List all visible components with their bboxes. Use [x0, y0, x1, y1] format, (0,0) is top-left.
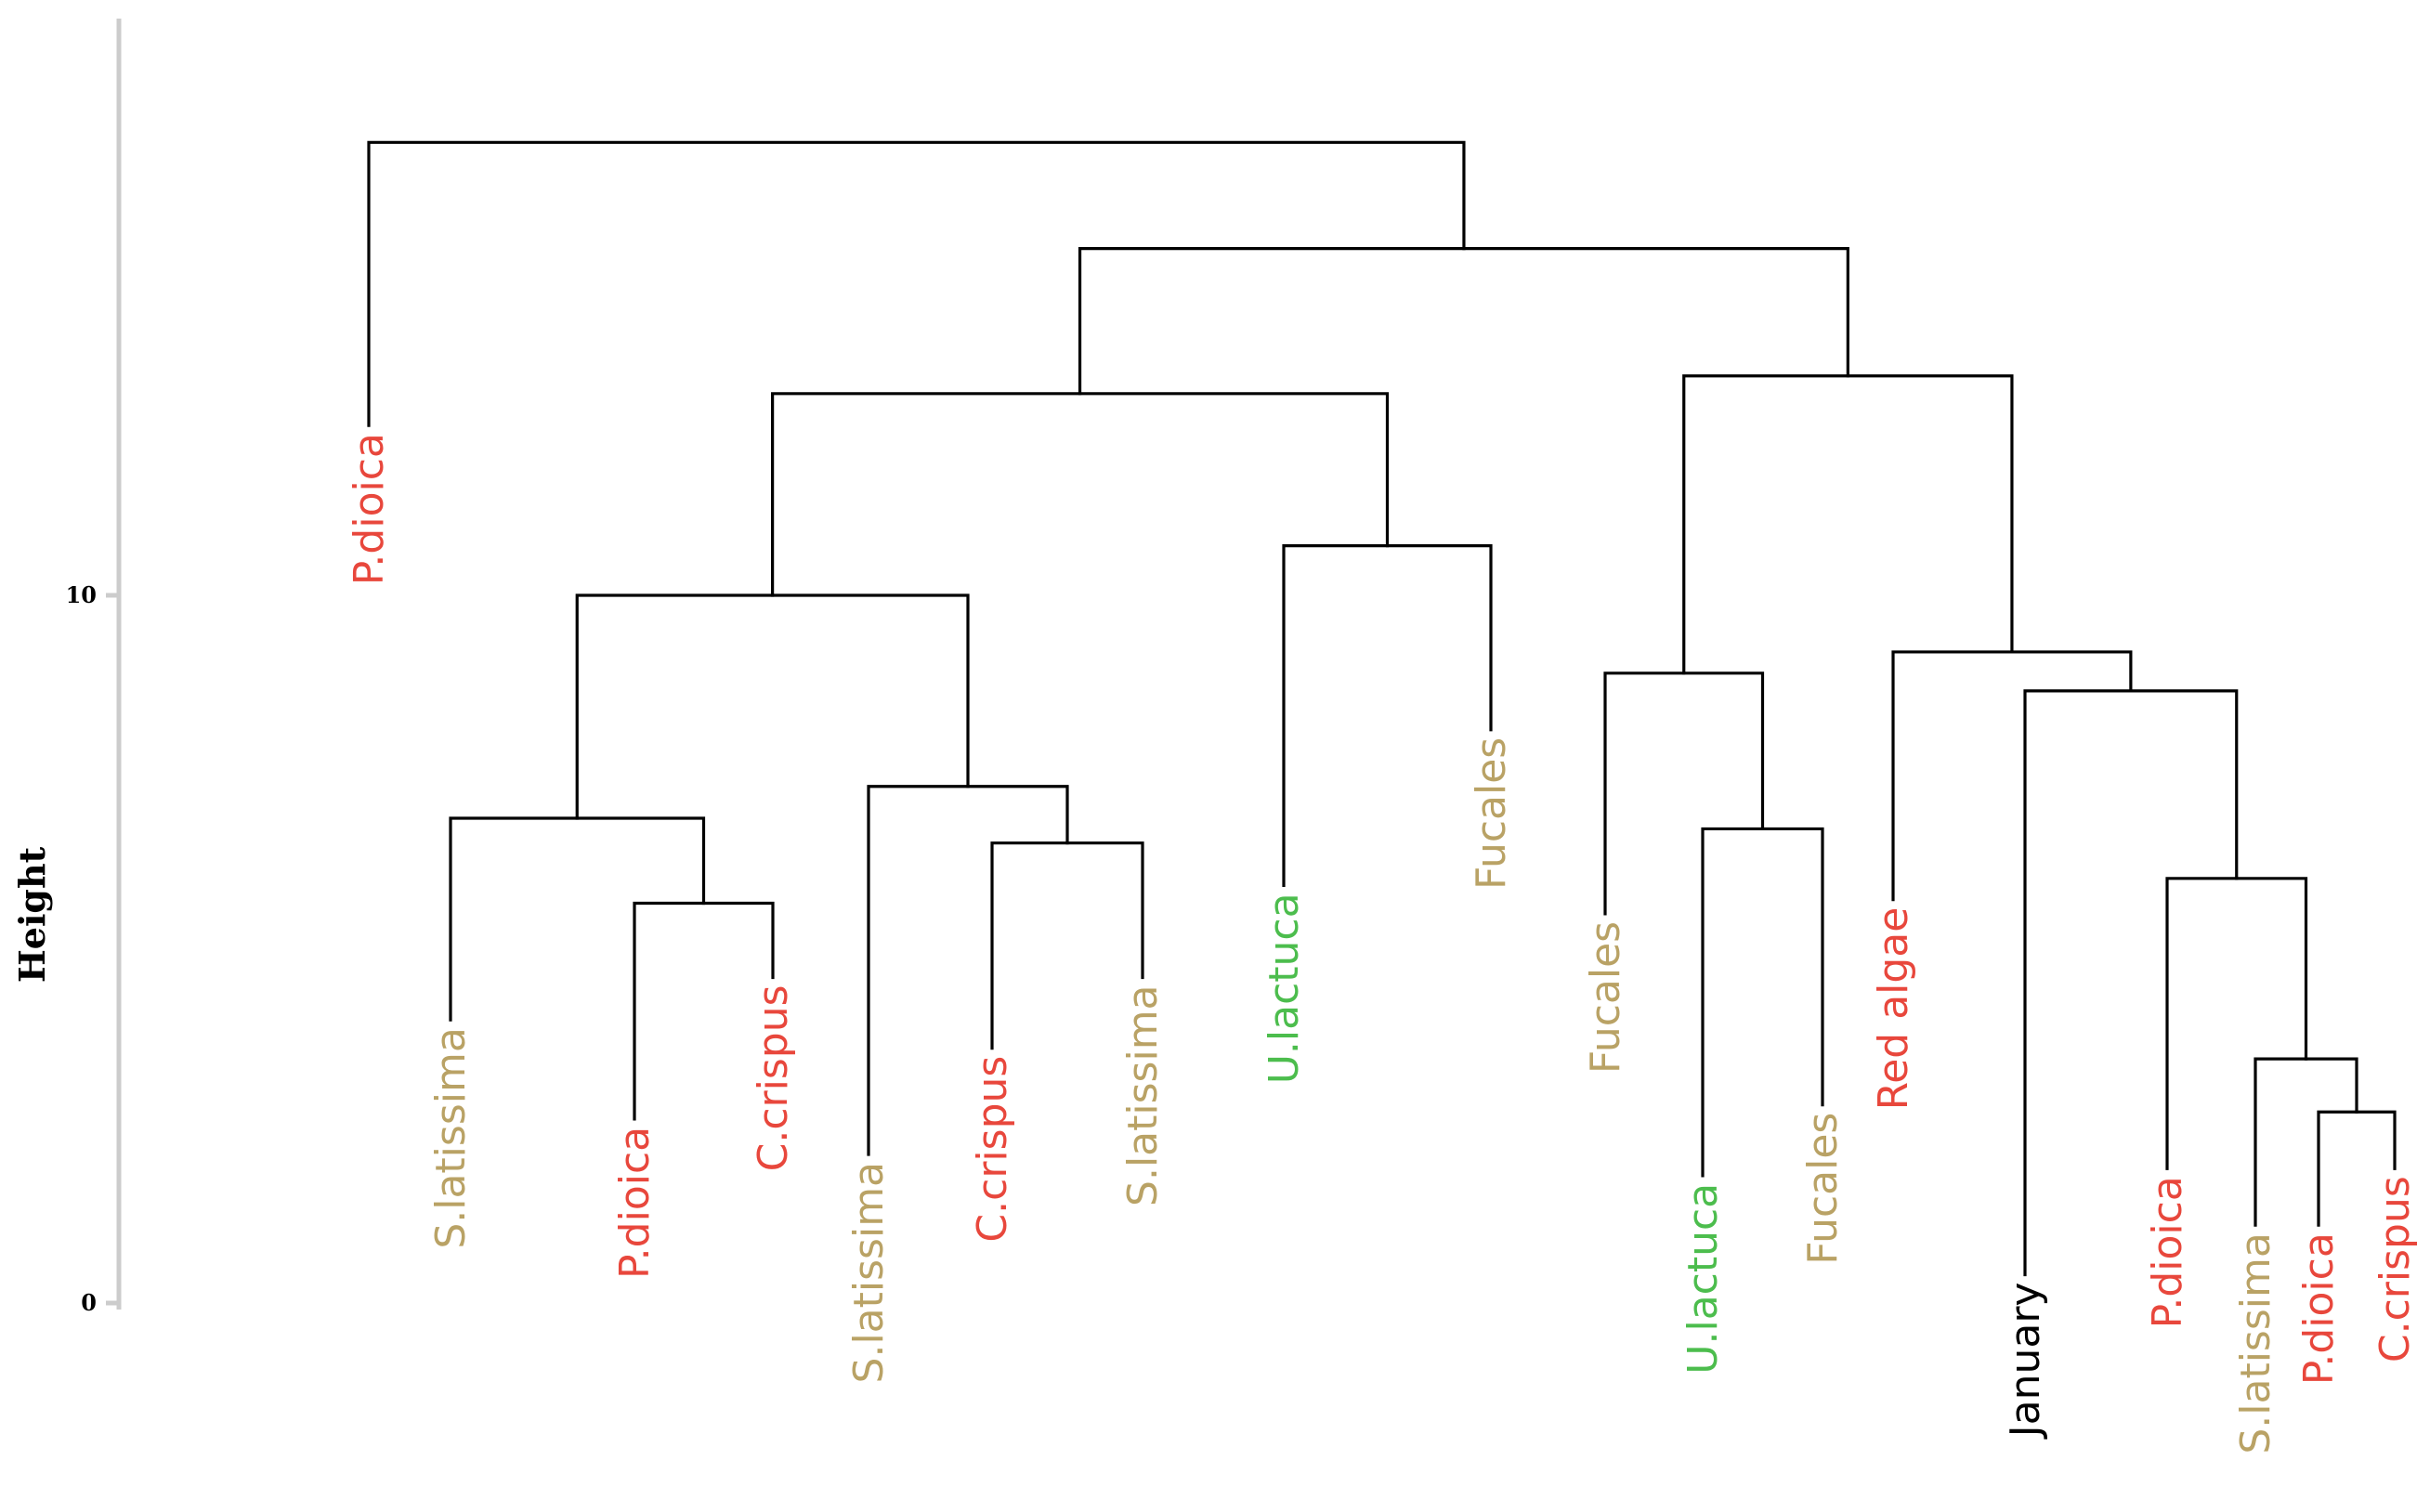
leaf-label: Fucales	[1582, 921, 1629, 1074]
leaf-label: P.dioica	[2144, 1176, 2191, 1328]
leaf-label: S.latissima	[1119, 984, 1167, 1206]
dendrogram-branch	[2023, 689, 2239, 1277]
dendrogram-branch	[771, 392, 1390, 597]
leaf-label: C.crispus	[2371, 1176, 2419, 1362]
leaf-label: C.crispus	[750, 984, 797, 1171]
leaf-label: Fucales	[1799, 1113, 1847, 1265]
dendrogram-branch	[2254, 1057, 2358, 1227]
y-tick-label: 10	[66, 581, 97, 608]
y-axis-title: Height	[11, 846, 53, 983]
leaf-label: January	[2002, 1283, 2049, 1440]
leaf-label: Fucales	[1468, 737, 1515, 890]
dendrogram-branches	[367, 140, 2397, 1277]
leaf-label: S.latissima	[427, 1027, 475, 1248]
dendrogram-branch	[575, 593, 970, 820]
y-axis-ticks: 0 10	[66, 581, 119, 1316]
leaf-label: S.latissima	[2232, 1232, 2280, 1453]
dendrogram-branch	[1891, 650, 2133, 902]
dendrogram-branch	[367, 140, 1466, 427]
dendrogram-branch	[1078, 247, 1849, 396]
dendrogram-branch	[1603, 671, 1765, 916]
leaf-label: P.dioica	[2295, 1232, 2343, 1385]
leaf-label: P.dioica	[346, 433, 393, 585]
leaf-label: U.lactuca	[1261, 893, 1308, 1084]
leaf-label: C.crispus	[969, 1056, 1016, 1243]
leaf-label: S.latissima	[845, 1162, 893, 1383]
leaf-label: P.dioica	[611, 1127, 659, 1279]
dendrogram-branch	[449, 816, 706, 1022]
dendrogram-branch	[1682, 374, 2014, 675]
y-tick-label: 0	[81, 1289, 97, 1316]
dendrogram-branch	[2165, 877, 2308, 1170]
leaf-label: U.lactuca	[1679, 1183, 1727, 1375]
dendrogram-branch	[1282, 544, 1493, 888]
leaf-labels: P.dioica S.latissima P.dioica C.crispus S.la…	[346, 433, 2419, 1454]
leaf-label: Red algae	[1870, 907, 1917, 1111]
